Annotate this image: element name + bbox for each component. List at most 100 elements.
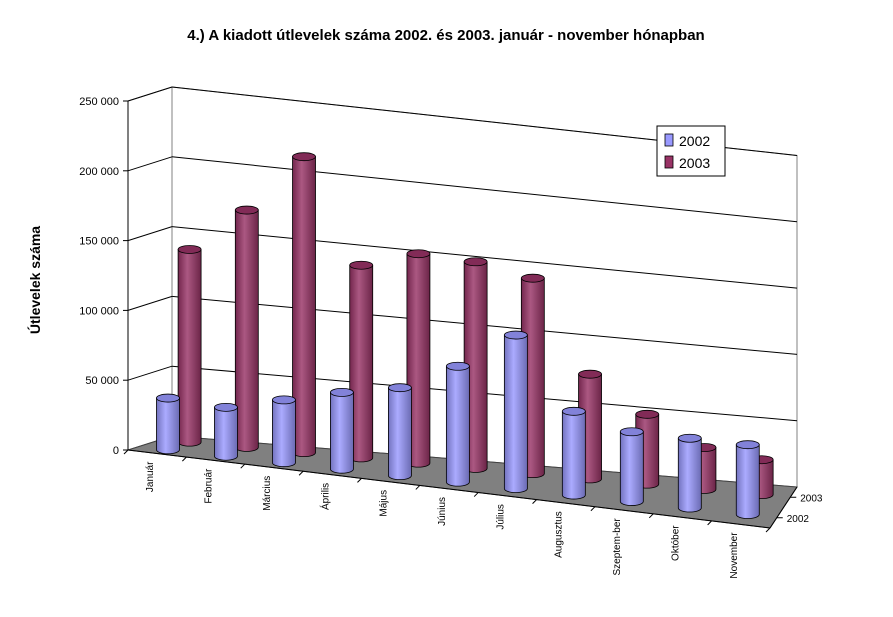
- cylinder-top: [177, 245, 202, 254]
- depth-label: 2003: [800, 493, 823, 504]
- cylinder-top: [214, 402, 238, 412]
- x-tick-mark: [240, 463, 246, 469]
- y-tick-label: 250 000: [79, 96, 119, 108]
- x-axis: Január Február Március Április Május Június Jú…: [123, 449, 823, 579]
- cylinder-body: [156, 397, 180, 455]
- category-label: Szeptem-ber: [612, 518, 623, 576]
- cylinder-top: [561, 406, 586, 416]
- cylinder-body: [735, 444, 760, 519]
- depth-axis-line: [769, 486, 798, 529]
- cylinder-body: [387, 387, 412, 481]
- cylinder-body: [561, 410, 586, 500]
- bar-2003-2: [292, 152, 316, 457]
- category-label: Július: [495, 504, 506, 530]
- gridline-side: [127, 86, 173, 102]
- cylinder-body: [214, 406, 238, 461]
- gridline-side: [127, 365, 173, 381]
- bar-2002-10: [735, 440, 760, 519]
- x-tick-mark: [707, 520, 712, 526]
- cylinder-top: [520, 273, 545, 283]
- category-label: Október: [670, 525, 681, 561]
- bar-2002-9: [677, 433, 702, 513]
- category-label: Március: [262, 476, 273, 511]
- cylinder-body: [445, 365, 470, 487]
- cylinder-top: [445, 361, 470, 371]
- cylinder-top: [735, 440, 760, 450]
- bar-2003-4: [406, 249, 431, 468]
- cylinder-body: [234, 209, 259, 452]
- legend-label: 2002: [679, 133, 710, 149]
- x-tick-mark: [648, 513, 654, 519]
- chart-title: 4.) A kiadott útlevelek száma 2002. és 2…: [187, 27, 704, 44]
- cylinder-top: [349, 260, 374, 270]
- x-tick-mark: [473, 492, 479, 497]
- x-tick-mark: [532, 499, 537, 504]
- bar-2003-3: [349, 260, 374, 463]
- cylinder-top: [578, 369, 602, 379]
- legend-swatch: [664, 155, 674, 169]
- bar-2003-0: [177, 245, 202, 447]
- gridline: [171, 226, 798, 289]
- cylinder-body: [677, 437, 702, 513]
- category-label: Január: [145, 461, 156, 492]
- x-tick-mark: [415, 485, 421, 490]
- legend-swatch: [664, 133, 674, 147]
- cylinder-body: [503, 334, 528, 493]
- bar-2002-4: [387, 383, 412, 481]
- x-axis-line: [127, 449, 771, 529]
- cylinder-body: [177, 249, 202, 447]
- cylinder-top: [635, 409, 660, 419]
- cylinder-body: [272, 399, 296, 468]
- y-axis-label: Útlevelek száma: [26, 226, 43, 334]
- category-label: Május: [379, 490, 390, 517]
- bars: [156, 152, 774, 519]
- bar-2002-5: [445, 361, 470, 487]
- x-tick-mark: [590, 506, 596, 512]
- category-label: November: [729, 532, 740, 579]
- cylinder-body: [292, 156, 316, 457]
- bar-2002-8: [619, 427, 644, 506]
- gridline: [171, 156, 798, 223]
- bar-2002-6: [503, 330, 528, 493]
- y-axis: 0 50 000 100 000 150 000 200 000 250 000: [79, 96, 129, 457]
- x-tick-mark: [357, 478, 362, 483]
- cylinder-top: [272, 395, 296, 405]
- depth-label: 2002: [787, 514, 810, 525]
- y-tick-label: 50 000: [85, 375, 119, 387]
- category-label: Június: [437, 497, 448, 526]
- bar-2002-2: [272, 395, 296, 468]
- cylinder-body: [330, 391, 354, 474]
- gridline-side: [127, 226, 173, 242]
- gridline-side: [127, 295, 173, 311]
- category-label: Április: [318, 483, 331, 510]
- bar-2003-1: [234, 205, 259, 452]
- y-tick-label: 150 000: [79, 236, 119, 248]
- cylinder-top: [463, 257, 488, 267]
- bar-2002-1: [214, 402, 238, 461]
- cylinder-top: [156, 393, 180, 403]
- y-tick-label: 0: [113, 445, 119, 457]
- gridline-side: [127, 156, 173, 172]
- cylinder-top: [677, 433, 702, 443]
- category-label: Augusztus: [554, 511, 565, 558]
- y-tick-label: 100 000: [79, 305, 119, 317]
- cylinder-top: [330, 387, 354, 397]
- legend: 2002 2003: [656, 125, 726, 177]
- category-label: Február: [204, 468, 215, 504]
- x-tick-mark: [298, 470, 304, 476]
- cylinder-top: [503, 330, 528, 340]
- cylinder-body: [619, 431, 644, 506]
- cylinder-top: [406, 249, 431, 259]
- legend-label: 2003: [679, 155, 710, 171]
- bar-2002-0: [156, 393, 180, 455]
- cylinder-top: [234, 205, 259, 215]
- cylinder-top: [387, 383, 412, 393]
- cylinder-top: [619, 427, 644, 437]
- x-tick-mark: [123, 449, 129, 455]
- bar-2002-7: [561, 406, 586, 500]
- x-tick-mark: [182, 456, 187, 462]
- cylinder-top: [292, 152, 316, 162]
- bar-2002-3: [330, 387, 354, 474]
- y-tick-label: 200 000: [79, 166, 119, 178]
